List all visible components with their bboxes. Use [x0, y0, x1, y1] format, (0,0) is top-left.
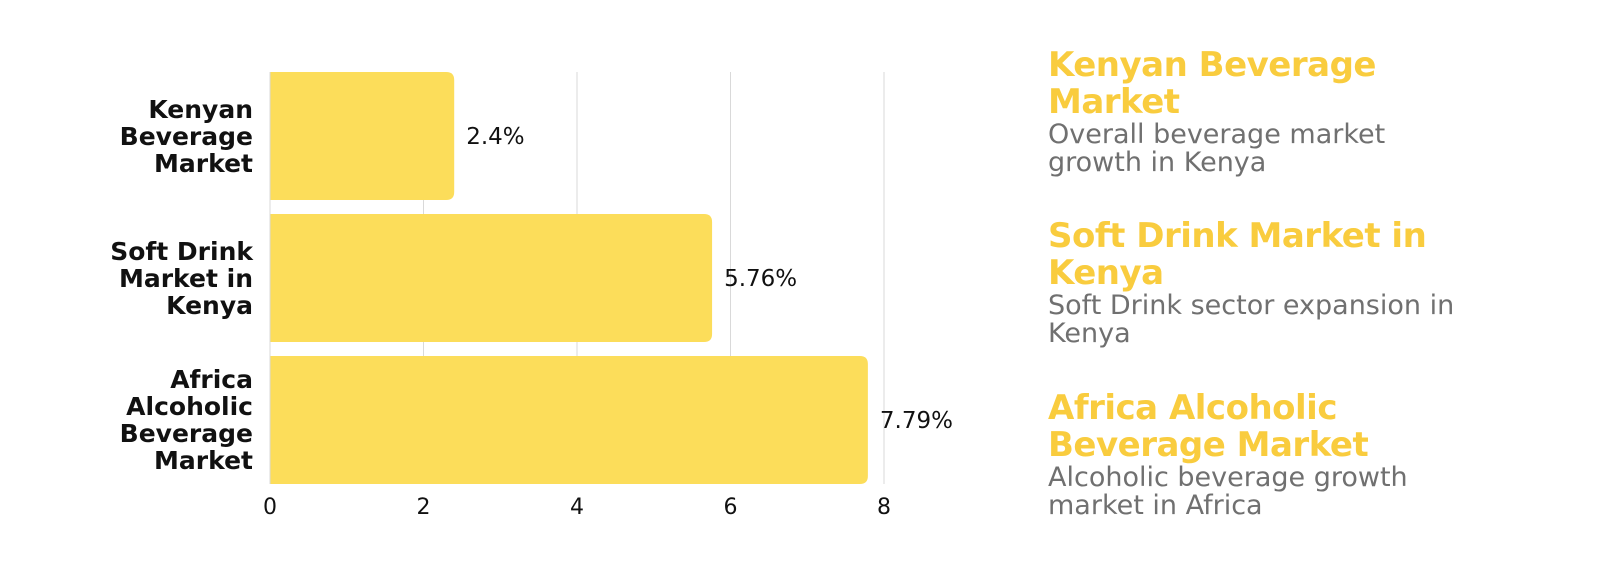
- legend-item-title-line: Africa Alcoholic: [1048, 388, 1337, 428]
- y-category-label-line: Soft Drink: [110, 236, 253, 266]
- bar: [270, 72, 455, 200]
- legend-item-title-line: Soft Drink Market in: [1048, 216, 1427, 256]
- y-category-label-line: Beverage: [119, 121, 253, 151]
- y-category-label-line: Africa: [170, 365, 253, 394]
- data-label: 2.4%: [466, 124, 524, 150]
- legend-item-title-line: Market: [1048, 82, 1180, 122]
- legend-item-description-line: market in Africa: [1048, 490, 1263, 521]
- y-category-label-line: Beverage: [119, 419, 253, 448]
- legend-item: Kenyan Beverage Market Overall beverage ma…: [1048, 47, 1568, 177]
- legend-item-title-line: Kenyan Beverage: [1048, 45, 1376, 85]
- legend-item-description-line: growth in Kenya: [1048, 147, 1267, 178]
- bar: [270, 214, 713, 342]
- legend-item-description: Alcoholic beverage growth market in Afric…: [1048, 464, 1568, 520]
- legend-item-title: Soft Drink Market in Kenya: [1048, 218, 1568, 292]
- legend-item-title-line: Beverage Market: [1048, 425, 1369, 465]
- bar: [270, 356, 868, 484]
- x-tick-label: 0: [263, 495, 277, 520]
- x-tick-label: 8: [877, 495, 891, 520]
- y-category-label-line: Market: [154, 446, 253, 475]
- y-category-label-line: Alcoholic: [126, 392, 253, 421]
- legend-item: Africa Alcoholic Beverage Market Alcoholic…: [1048, 390, 1568, 520]
- legend-item: Soft Drink Market in Kenya Soft Drink sect…: [1048, 218, 1568, 348]
- legend-item-title: Africa Alcoholic Beverage Market: [1048, 390, 1568, 464]
- data-label: 7.79%: [880, 408, 953, 434]
- y-category-label: Soft Drink Market in Kenya: [110, 238, 253, 319]
- data-label: 5.76%: [724, 266, 797, 292]
- x-tick-label: 6: [724, 495, 738, 520]
- y-category-label-line: Market in: [118, 263, 253, 293]
- y-category-label-line: Kenya: [166, 290, 253, 320]
- y-category-label-line: Kenyan: [148, 94, 253, 124]
- legend-item-description: Soft Drink sector expansion in Kenya: [1048, 292, 1568, 348]
- legend-item-description-line: Alcoholic beverage growth: [1048, 462, 1408, 493]
- legend-item-description-line: Soft Drink sector expansion in: [1048, 290, 1455, 321]
- legend-item-description: Overall beverage market growth in Kenya: [1048, 121, 1568, 177]
- y-category-label-line: Market: [154, 148, 253, 178]
- legend-item-title: Kenyan Beverage Market: [1048, 47, 1568, 121]
- legend-item-description-line: Overall beverage market: [1048, 119, 1386, 150]
- y-category-label: Africa Alcoholic Beverage Market: [120, 366, 253, 474]
- x-tick-label: 4: [570, 495, 584, 520]
- legend-item-description-line: Kenya: [1048, 318, 1131, 349]
- x-tick-label: 2: [417, 495, 431, 520]
- y-category-label: Kenyan Beverage Market: [120, 96, 253, 177]
- bar-chart: 0 2 4 6 8 2.4% 5.76% 7.79%: [263, 72, 953, 520]
- legend-item-title-line: Kenya: [1048, 253, 1164, 293]
